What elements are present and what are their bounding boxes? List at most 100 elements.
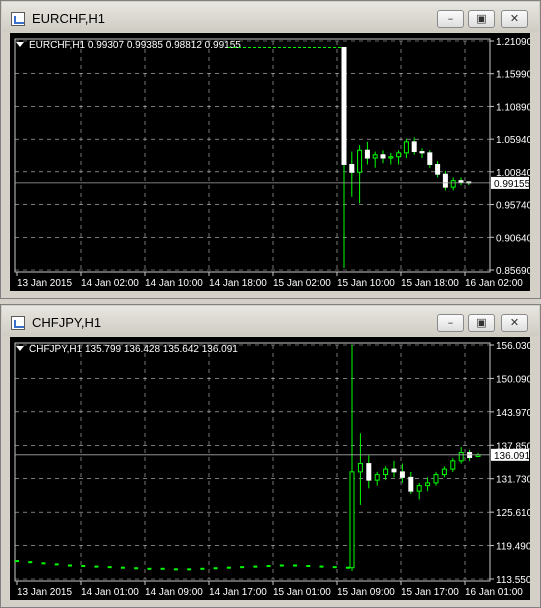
y-tick-label: 113.550 xyxy=(496,575,530,586)
pre-event-price-point xyxy=(81,565,86,568)
pre-event-price-point xyxy=(306,565,311,568)
candle-body xyxy=(441,468,447,476)
pre-event-price-point xyxy=(240,566,245,569)
pre-event-price-point xyxy=(15,560,19,563)
pre-event-price-point xyxy=(28,561,33,564)
candle-body xyxy=(383,468,389,476)
y-tick-label: 1.10890 xyxy=(496,102,530,113)
y-tick-label: 137.850 xyxy=(496,441,530,452)
close-icon: ✕ xyxy=(509,316,520,329)
window-title: CHFJPY,H1 xyxy=(32,315,102,330)
candle-body xyxy=(399,471,405,478)
pre-event-price-point xyxy=(173,568,178,571)
y-tick-label: 143.970 xyxy=(496,408,530,419)
candle-body xyxy=(419,151,425,154)
x-tick-label: 16 Jan 01:00 xyxy=(465,587,523,598)
chart-window-eurchf[interactable]: EURCHF,H1 – ▣ ✕ 1.21090 1.15990 1.10890 1.0… xyxy=(0,0,541,299)
x-tick-label: 15 Jan 02:00 xyxy=(273,278,331,289)
x-tick-label: 14 Jan 01:00 xyxy=(81,587,139,598)
chart-menu-triangle-icon xyxy=(16,42,24,47)
current-price-label: 136.091 xyxy=(494,451,530,462)
y-tick-label: 1.15990 xyxy=(496,70,530,81)
candle-body xyxy=(396,152,402,158)
pre-event-price-point xyxy=(107,566,112,569)
x-tick-label: 13 Jan 2015 xyxy=(17,278,72,289)
candlestick-chart[interactable]: 156.030 150.090 143.970 137.850 131.730 125.6… xyxy=(10,337,533,600)
candle-body xyxy=(450,180,456,188)
pre-event-price-point xyxy=(41,562,46,565)
pre-event-price-point xyxy=(120,566,125,569)
candle-body xyxy=(458,452,464,462)
candle-body xyxy=(349,163,355,173)
maximize-button[interactable]: ▣ xyxy=(468,314,495,332)
minimize-button[interactable]: – xyxy=(437,10,464,28)
maximize-icon: ▣ xyxy=(476,316,487,329)
candle-body xyxy=(341,46,347,165)
candle-body xyxy=(427,152,433,165)
chart-window-chfjpy[interactable]: CHFJPY,H1 – ▣ ✕ 156.030 150.090 143.970 137… xyxy=(0,304,541,608)
y-tick-label: 1.00840 xyxy=(496,168,530,179)
pre-event-price-point xyxy=(332,566,337,569)
window-titlebar[interactable]: EURCHF,H1 – ▣ ✕ xyxy=(2,2,539,32)
y-tick-label: 150.090 xyxy=(496,374,530,385)
x-tick-label: 15 Jan 17:00 xyxy=(401,587,459,598)
x-tick-label: 14 Jan 10:00 xyxy=(145,278,203,289)
candle-body xyxy=(403,141,409,154)
y-tick-label: 119.490 xyxy=(496,542,530,553)
window-titlebar[interactable]: CHFJPY,H1 – ▣ ✕ xyxy=(2,306,539,336)
chart-window-icon[interactable] xyxy=(11,12,25,26)
x-tick-label: 16 Jan 02:00 xyxy=(465,278,523,289)
candle-body xyxy=(388,156,394,159)
chart-area[interactable]: 156.030 150.090 143.970 137.850 131.730 125.6… xyxy=(10,337,533,600)
candle-body xyxy=(458,180,464,183)
pre-event-price-point xyxy=(266,565,271,568)
x-tick-label: 14 Jan 09:00 xyxy=(145,587,203,598)
pre-event-price-point xyxy=(187,568,192,571)
y-tick-label: 0.95740 xyxy=(496,201,530,212)
pre-event-price-point xyxy=(94,565,99,568)
candle-body xyxy=(366,463,372,481)
x-tick-label: 15 Jan 09:00 xyxy=(337,587,395,598)
x-tick-label: 15 Jan 18:00 xyxy=(401,278,459,289)
y-tick-label: 1.05940 xyxy=(496,135,530,146)
pre-event-price-point xyxy=(147,567,152,570)
candle-body xyxy=(380,154,386,159)
pre-event-price-point xyxy=(67,564,72,567)
close-button[interactable]: ✕ xyxy=(501,10,528,28)
x-tick-label: 15 Jan 01:00 xyxy=(273,587,331,598)
minimize-icon: – xyxy=(447,316,454,329)
pre-event-price-point xyxy=(319,565,324,568)
candle-body xyxy=(433,474,439,484)
pre-event-price-point xyxy=(346,566,350,569)
chart-info-text: EURCHF,H1 0.99307 0.99385 0.98812 0.9915… xyxy=(29,40,241,51)
candle-body xyxy=(374,474,380,481)
x-tick-label: 14 Jan 18:00 xyxy=(209,278,267,289)
candle-body xyxy=(442,173,448,188)
pre-event-price-point xyxy=(54,563,59,566)
candle-body xyxy=(408,476,414,492)
x-tick-label: 14 Jan 17:00 xyxy=(209,587,267,598)
candle-body xyxy=(391,468,397,473)
candle-body xyxy=(349,471,355,569)
plot-frame xyxy=(14,38,491,273)
candle-body xyxy=(435,163,441,175)
y-tick-label: 125.610 xyxy=(496,508,530,519)
y-tick-label: 0.85690 xyxy=(496,266,530,277)
pre-event-price-point xyxy=(160,567,165,570)
chart-window-icon[interactable] xyxy=(11,316,25,330)
maximize-button[interactable]: ▣ xyxy=(468,10,495,28)
candle-body xyxy=(425,482,431,487)
pre-event-price-point xyxy=(226,566,231,569)
candle-body xyxy=(357,149,363,173)
y-tick-label: 1.21090 xyxy=(496,37,530,48)
x-tick-label: 14 Jan 02:00 xyxy=(81,278,139,289)
close-button[interactable]: ✕ xyxy=(501,314,528,332)
y-tick-label: 156.030 xyxy=(496,341,530,352)
chart-info-text: CHFJPY,H1 135.799 136.428 135.642 136.09… xyxy=(29,344,238,355)
candle-body xyxy=(357,463,363,473)
minimize-button[interactable]: – xyxy=(437,314,464,332)
chart-area[interactable]: 1.21090 1.15990 1.10890 1.05940 1.00840 0.957… xyxy=(10,33,533,291)
candle-body xyxy=(364,149,370,159)
current-price-label: 0.99155 xyxy=(494,179,530,190)
candlestick-chart[interactable]: 1.21090 1.15990 1.10890 1.05940 1.00840 0.957… xyxy=(10,33,533,291)
